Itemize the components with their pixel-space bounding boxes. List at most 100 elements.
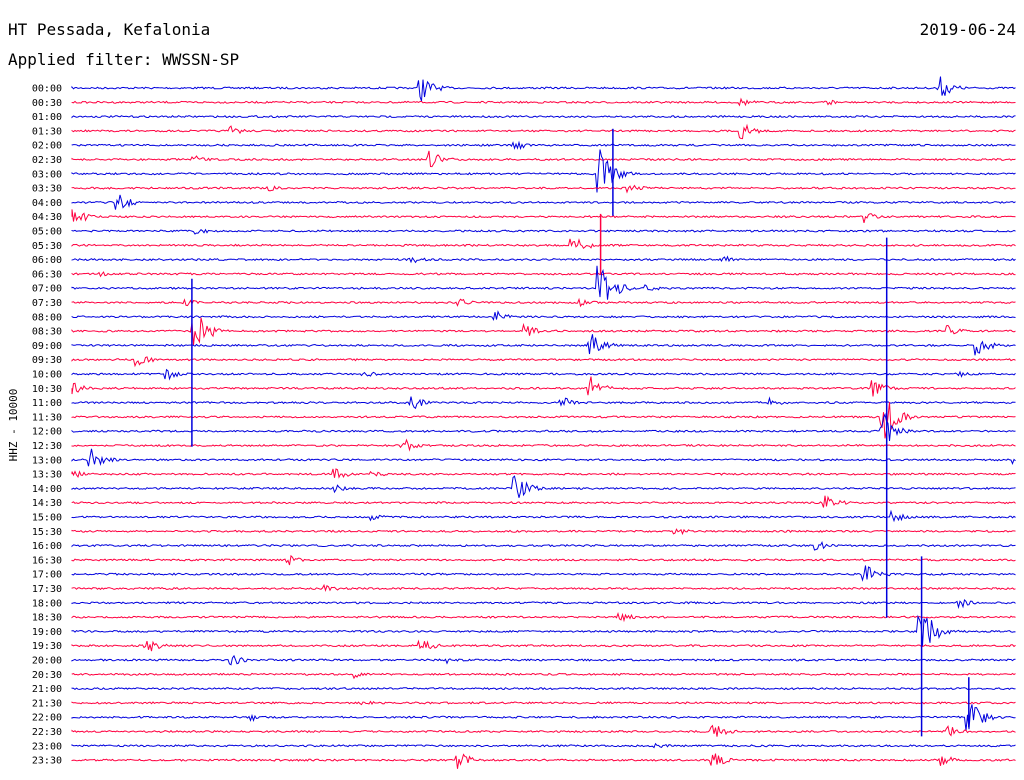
trace-row bbox=[71, 150, 1016, 168]
time-tick-label: 22:30 bbox=[32, 727, 62, 738]
trace-row bbox=[71, 317, 1016, 346]
trace-row bbox=[71, 265, 1016, 300]
traces-layer bbox=[71, 76, 1016, 769]
time-tick-label: 20:00 bbox=[32, 656, 62, 667]
trace-row bbox=[71, 475, 1016, 498]
trace-row bbox=[71, 599, 1016, 610]
time-tick-label: 16:00 bbox=[32, 541, 62, 552]
time-tick-label: 18:00 bbox=[32, 598, 62, 609]
time-tick-label: 06:30 bbox=[32, 269, 62, 280]
time-tick-label: 00:30 bbox=[32, 98, 62, 109]
trace-row bbox=[71, 614, 1016, 646]
trace-row bbox=[71, 376, 1016, 397]
trace-row bbox=[71, 541, 1016, 551]
trace-row bbox=[71, 368, 1016, 381]
trace-row bbox=[71, 611, 1016, 623]
trace-row bbox=[71, 228, 1016, 235]
time-tick-label: 22:00 bbox=[32, 713, 62, 724]
trace-row bbox=[71, 639, 1016, 652]
trace-row bbox=[71, 565, 1016, 582]
time-tick-label: 07:00 bbox=[32, 284, 62, 295]
time-tick-label: 15:30 bbox=[32, 527, 62, 538]
trace-row bbox=[71, 184, 1016, 194]
trace-row bbox=[71, 704, 1016, 731]
time-tick-label: 21:30 bbox=[32, 698, 62, 709]
trace-row bbox=[71, 271, 1016, 278]
time-tick-label: 17:30 bbox=[32, 584, 62, 595]
trace-row bbox=[71, 149, 1016, 193]
trace-row bbox=[71, 310, 1016, 321]
station-title: HT Pessada, Kefalonia bbox=[8, 20, 211, 39]
spikes-layer bbox=[191, 128, 970, 737]
time-tick-label: 14:30 bbox=[32, 498, 62, 509]
trace-row bbox=[71, 356, 1016, 368]
time-tick-label: 03:30 bbox=[32, 184, 62, 195]
trace-row bbox=[71, 238, 1016, 249]
time-axis: 00:00 00:30 01:00 01:30 02:00 02:30 03:00 03:30… bbox=[32, 84, 62, 767]
date-label: 2019-06-24 bbox=[919, 20, 1016, 39]
trace-row bbox=[71, 97, 1016, 107]
time-tick-label: 06:00 bbox=[32, 255, 62, 266]
trace-row bbox=[71, 438, 1016, 452]
time-tick-label: 04:00 bbox=[32, 198, 62, 209]
time-tick-label: 23:00 bbox=[32, 741, 62, 752]
time-tick-label: 12:30 bbox=[32, 441, 62, 452]
trace-row bbox=[71, 687, 1016, 691]
trace-row bbox=[71, 412, 1016, 441]
time-tick-label: 20:30 bbox=[32, 670, 62, 681]
time-tick-label: 08:30 bbox=[32, 327, 62, 338]
time-tick-label: 03:00 bbox=[32, 169, 62, 180]
time-tick-label: 14:00 bbox=[32, 484, 62, 495]
trace-row bbox=[71, 255, 1016, 264]
trace-row bbox=[71, 700, 1016, 706]
time-tick-label: 23:30 bbox=[32, 756, 62, 767]
trace-row bbox=[71, 114, 1016, 119]
trace-row bbox=[71, 76, 1016, 102]
time-tick-label: 04:30 bbox=[32, 212, 62, 223]
time-tick-label: 05:30 bbox=[32, 241, 62, 252]
time-tick-label: 12:00 bbox=[32, 427, 62, 438]
time-tick-label: 09:30 bbox=[32, 355, 62, 366]
time-tick-label: 10:00 bbox=[32, 370, 62, 381]
time-tick-label: 01:30 bbox=[32, 126, 62, 137]
trace-row bbox=[71, 209, 1016, 224]
trace-row bbox=[71, 654, 1016, 666]
time-tick-label: 11:00 bbox=[32, 398, 62, 409]
trace-row bbox=[71, 495, 1016, 508]
time-tick-label: 02:30 bbox=[32, 155, 62, 166]
time-tick-label: 01:00 bbox=[32, 112, 62, 123]
trace-row bbox=[71, 509, 1016, 523]
trace-row bbox=[71, 742, 1016, 749]
time-tick-label: 19:00 bbox=[32, 627, 62, 638]
time-tick-label: 00:00 bbox=[32, 84, 62, 95]
time-tick-label: 02:00 bbox=[32, 141, 62, 152]
time-tick-label: 19:30 bbox=[32, 641, 62, 652]
time-tick-label: 05:00 bbox=[32, 227, 62, 238]
trace-row bbox=[71, 297, 1016, 308]
time-tick-label: 13:00 bbox=[32, 455, 62, 466]
time-tick-label: 13:30 bbox=[32, 470, 62, 481]
time-tick-label: 16:30 bbox=[32, 555, 62, 566]
trace-row bbox=[71, 724, 1016, 737]
time-tick-label: 07:30 bbox=[32, 298, 62, 309]
trace-row bbox=[71, 123, 1016, 140]
trace-row bbox=[71, 448, 1016, 467]
time-tick-label: 17:00 bbox=[32, 570, 62, 581]
trace-row bbox=[71, 140, 1016, 151]
trace-row bbox=[71, 583, 1016, 592]
trace-row bbox=[71, 554, 1016, 566]
trace-row bbox=[71, 194, 1016, 210]
time-tick-label: 21:00 bbox=[32, 684, 62, 695]
time-tick-label: 11:30 bbox=[32, 412, 62, 423]
trace-row bbox=[71, 528, 1016, 536]
trace-row bbox=[71, 672, 1016, 680]
trace-row bbox=[71, 468, 1016, 479]
channel-label: HHZ - 10000 bbox=[7, 389, 20, 462]
time-tick-label: 09:00 bbox=[32, 341, 62, 352]
trace-row bbox=[71, 753, 1016, 769]
time-tick-label: 10:30 bbox=[32, 384, 62, 395]
trace-row bbox=[71, 396, 1016, 410]
trace-row bbox=[71, 402, 1016, 439]
filter-label: Applied filter: WWSSN-SP bbox=[8, 50, 240, 69]
